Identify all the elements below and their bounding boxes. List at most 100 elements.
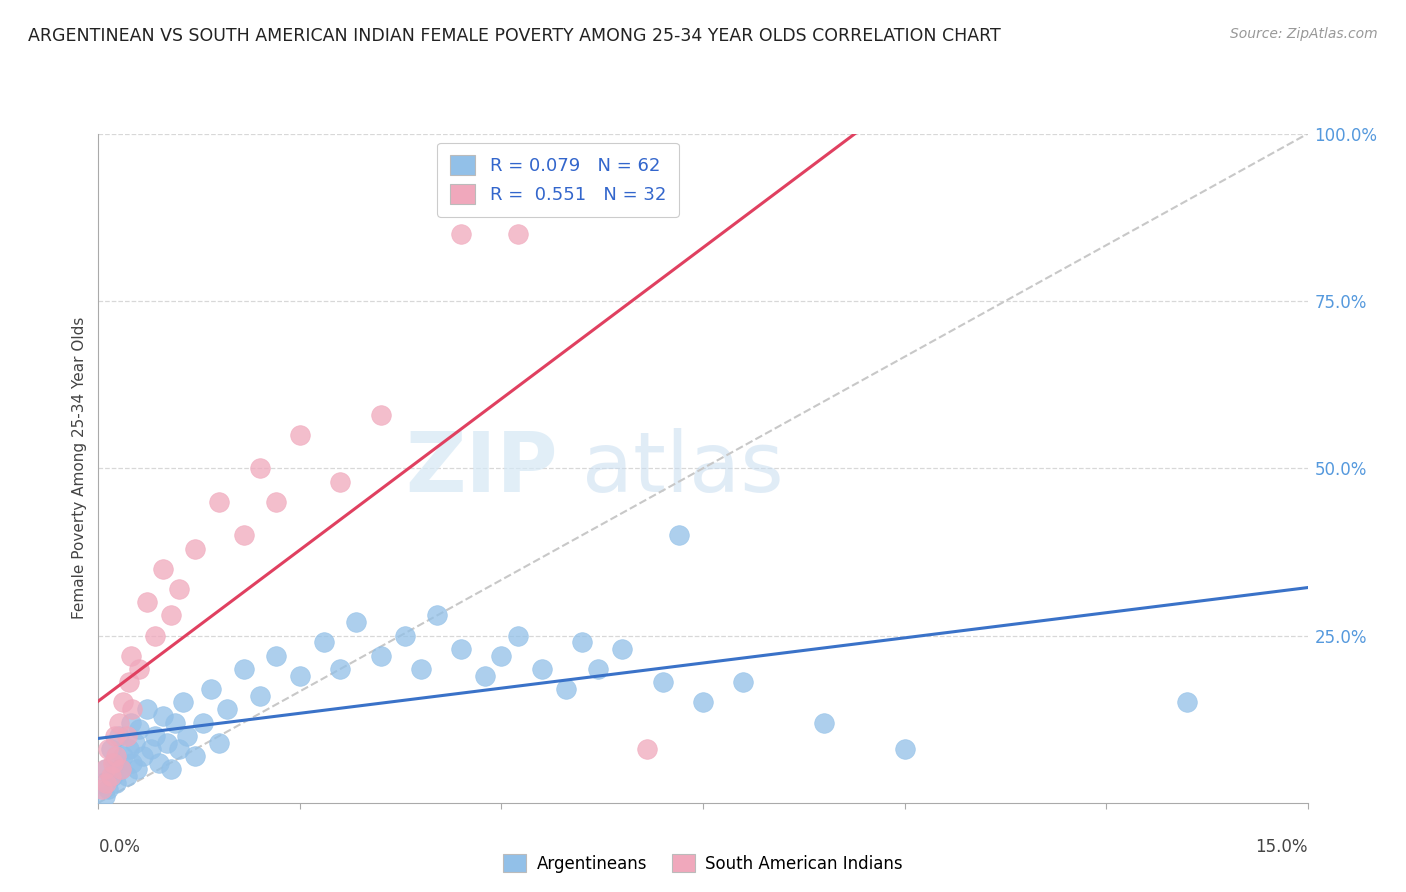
Point [474, 669, 496, 683]
Point [193, 715, 215, 730]
Text: Source: ZipAtlas.com: Source: ZipAtlas.com [1230, 27, 1378, 41]
Point [132, 749, 155, 764]
Point [668, 528, 690, 542]
Point [103, 729, 125, 743]
Point [143, 628, 166, 642]
Point [124, 735, 146, 749]
Point [172, 696, 194, 710]
Point [148, 756, 170, 770]
Point [733, 675, 755, 690]
Point [450, 642, 472, 657]
Point [127, 762, 149, 776]
Point [143, 729, 166, 743]
Point [555, 681, 578, 696]
Point [571, 635, 593, 649]
Legend: R = 0.079   N = 62, R =  0.551   N = 32: R = 0.079 N = 62, R = 0.551 N = 32 [437, 143, 679, 217]
Point [111, 749, 134, 764]
Point [94, 789, 117, 803]
Point [110, 762, 132, 776]
Text: atlas: atlas [582, 428, 783, 508]
Point [105, 775, 128, 790]
Point [97, 742, 120, 756]
Point [118, 742, 141, 756]
Text: ARGENTINEAN VS SOUTH AMERICAN INDIAN FEMALE POVERTY AMONG 25-34 YEAR OLDS CORREL: ARGENTINEAN VS SOUTH AMERICAN INDIAN FEM… [28, 27, 1001, 45]
Point [314, 635, 336, 649]
Point [128, 723, 150, 737]
Point [506, 227, 529, 242]
Point [163, 715, 186, 730]
Point [370, 648, 392, 663]
Point [264, 648, 287, 663]
Legend: Argentineans, South American Indians: Argentineans, South American Indians [496, 847, 910, 880]
Text: 15.0%: 15.0% [1256, 838, 1308, 856]
Point [121, 756, 143, 770]
Point [249, 689, 271, 703]
Point [232, 662, 254, 676]
Point [94, 762, 117, 776]
Point [288, 669, 311, 683]
Point [115, 729, 138, 743]
Point [612, 642, 634, 657]
Point [208, 494, 231, 508]
Point [329, 475, 352, 489]
Point [156, 735, 179, 749]
Point [118, 675, 141, 690]
Point [120, 715, 142, 730]
Point [394, 628, 416, 642]
Point [1175, 696, 1198, 710]
Point [101, 756, 124, 770]
Point [208, 735, 231, 749]
Point [167, 742, 190, 756]
Point [135, 595, 157, 609]
Point [184, 749, 207, 764]
Point [110, 762, 132, 776]
Point [651, 675, 673, 690]
Point [111, 696, 134, 710]
Point [344, 615, 367, 630]
Point [107, 729, 129, 743]
Point [586, 662, 609, 676]
Point [426, 608, 449, 623]
Point [217, 702, 239, 716]
Point [152, 562, 174, 576]
Point [506, 628, 529, 642]
Point [636, 742, 658, 756]
Point [91, 775, 114, 790]
Point [139, 742, 162, 756]
Point [103, 756, 125, 770]
Point [107, 715, 129, 730]
Point [91, 782, 114, 797]
Point [115, 769, 138, 783]
Point [813, 715, 835, 730]
Point [97, 782, 120, 797]
Point [893, 742, 915, 756]
Point [692, 696, 714, 710]
Point [176, 729, 198, 743]
Y-axis label: Female Poverty Among 25-34 Year Olds: Female Poverty Among 25-34 Year Olds [72, 318, 87, 619]
Point [329, 662, 352, 676]
Point [530, 662, 553, 676]
Point [167, 582, 190, 596]
Point [101, 769, 124, 783]
Point [288, 428, 311, 442]
Point [184, 541, 207, 556]
Point [232, 528, 254, 542]
Point [100, 769, 122, 783]
Point [409, 662, 432, 676]
Point [128, 662, 150, 676]
Point [135, 702, 157, 716]
Point [152, 708, 174, 723]
Point [491, 648, 513, 663]
Point [450, 227, 472, 242]
Point [370, 408, 392, 422]
Point [100, 742, 122, 756]
Point [264, 494, 287, 508]
Text: 0.0%: 0.0% [98, 838, 141, 856]
Point [249, 461, 271, 475]
Point [96, 775, 118, 790]
Point [160, 608, 183, 623]
Point [105, 749, 128, 764]
Point [121, 702, 143, 716]
Point [160, 762, 183, 776]
Point [200, 681, 222, 696]
